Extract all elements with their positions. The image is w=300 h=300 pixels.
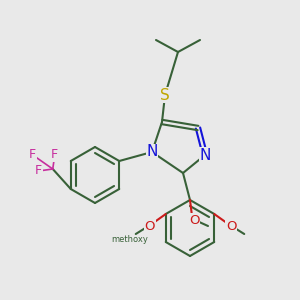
Text: S: S (160, 88, 170, 103)
Text: F: F (29, 148, 36, 161)
Text: O: O (145, 220, 155, 232)
Text: F: F (35, 164, 42, 178)
Text: methoxy: methoxy (111, 236, 148, 244)
Text: N: N (199, 148, 211, 163)
Text: O: O (226, 220, 236, 232)
Text: N: N (146, 145, 158, 160)
Text: F: F (51, 148, 58, 161)
Text: O: O (189, 214, 199, 226)
